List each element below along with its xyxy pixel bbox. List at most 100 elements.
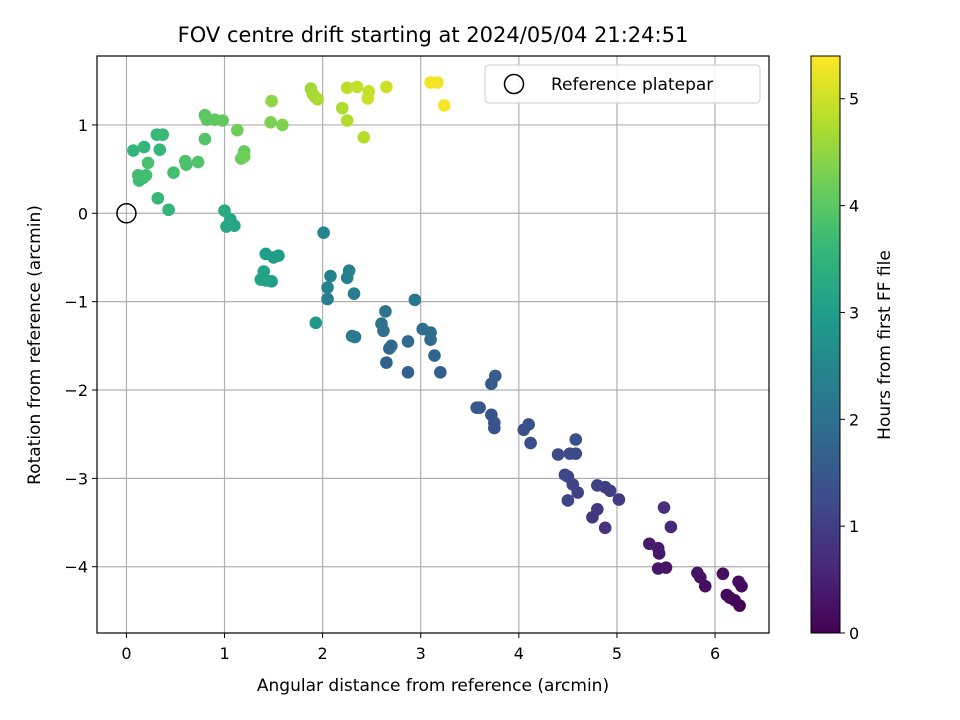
data-point	[437, 99, 451, 112]
x-axis-ticks: 0 1 2 3 4 5 6	[121, 633, 720, 663]
data-point	[434, 366, 447, 379]
y-axis-ticks: −4 −3 −2 −1 0 1	[64, 116, 97, 577]
data-point	[342, 264, 356, 278]
data-point	[375, 317, 388, 331]
data-point	[162, 203, 175, 217]
data-point	[324, 269, 337, 283]
data-point	[237, 150, 251, 164]
legend-label-reference-platepar: Reference platepar	[551, 75, 713, 95]
colorbar-label: Hours from first FF file	[875, 250, 895, 440]
colorbar-tick-label: 1	[849, 517, 859, 536]
colorbar-gradient	[810, 55, 841, 634]
data-point	[380, 356, 393, 369]
data-point	[651, 562, 665, 575]
data-point	[598, 521, 612, 535]
x-tick-label: 1	[219, 644, 229, 663]
data-point	[524, 436, 537, 450]
data-point	[230, 123, 244, 137]
x-tick-label: 6	[710, 644, 720, 663]
data-point	[141, 156, 155, 170]
legend: Reference platepar	[484, 64, 761, 104]
data-point	[517, 423, 531, 437]
data-point	[416, 322, 429, 336]
grid-lines	[97, 56, 769, 633]
y-tick-label: 0	[78, 204, 88, 223]
data-point	[126, 144, 140, 157]
colorbar-tick-label: 3	[849, 303, 859, 322]
y-tick-label: −3	[64, 469, 88, 488]
data-point	[151, 191, 165, 205]
colorbar-tick-label: 5	[849, 90, 859, 109]
data-point	[156, 128, 170, 141]
data-point	[664, 520, 678, 534]
data-point	[167, 166, 180, 179]
data-point	[720, 588, 734, 602]
data-point	[317, 226, 330, 240]
data-point	[401, 366, 415, 379]
data-point	[380, 80, 393, 94]
data-point	[321, 281, 334, 294]
data-point	[335, 101, 349, 115]
data-point	[216, 114, 229, 127]
y-tick-label: −1	[64, 293, 88, 312]
x-tick-label: 5	[612, 644, 622, 663]
data-point	[259, 247, 273, 261]
data-point	[612, 493, 626, 506]
y-tick-label: −4	[64, 558, 88, 577]
y-tick-label: −2	[64, 381, 88, 400]
data-point	[345, 329, 359, 343]
data-point	[340, 81, 354, 95]
y-axis-label: Rotation from reference (arcmin)	[25, 205, 45, 485]
colorbar-tick-label: 0	[849, 624, 859, 643]
data-point	[257, 265, 271, 278]
data-point	[428, 349, 441, 362]
data-point	[408, 293, 422, 307]
data-point	[264, 115, 277, 129]
data-point	[569, 433, 583, 446]
data-point	[716, 567, 730, 581]
data-point	[485, 408, 498, 422]
data-point	[379, 305, 392, 318]
data-point	[139, 168, 153, 182]
data-point	[591, 479, 604, 492]
data-point	[691, 566, 704, 580]
colorbar-tick-label: 4	[849, 197, 859, 216]
data-points	[126, 76, 748, 612]
data-point	[350, 80, 364, 94]
x-axis-label: Angular distance from reference (arcmin)	[257, 676, 609, 696]
data-point	[591, 502, 604, 516]
data-point	[220, 220, 233, 233]
data-point	[178, 154, 192, 168]
y-tick-label: 1	[78, 116, 88, 135]
data-point	[643, 537, 656, 551]
legend-reference-marker	[503, 73, 525, 95]
data-point	[311, 92, 325, 106]
data-point	[732, 575, 745, 589]
reference-platepar-marker	[116, 203, 137, 224]
data-point	[218, 204, 231, 217]
data-point	[347, 287, 361, 300]
data-point	[191, 155, 205, 169]
x-tick-label: 4	[514, 644, 524, 663]
data-point	[563, 447, 577, 460]
data-point	[361, 92, 375, 105]
colorbar-tick-label: 2	[849, 410, 859, 429]
legend-box	[484, 64, 761, 104]
data-point	[198, 132, 212, 146]
data-point	[340, 114, 354, 127]
data-point	[137, 140, 151, 154]
plot-area	[96, 55, 770, 634]
data-point	[657, 501, 671, 514]
colorbar-ticks: 0 1 2 3 4 5	[840, 90, 859, 643]
x-tick-label: 0	[121, 644, 131, 663]
colorbar: 0 1 2 3 4 5 Hours from first FF file	[810, 55, 895, 643]
data-point	[561, 494, 575, 507]
data-point	[551, 448, 565, 461]
data-point	[558, 468, 572, 482]
data-point	[431, 76, 444, 89]
plot-frame	[96, 55, 770, 634]
x-tick-label: 3	[416, 644, 426, 663]
data-point	[321, 292, 334, 306]
data-point	[357, 130, 371, 144]
